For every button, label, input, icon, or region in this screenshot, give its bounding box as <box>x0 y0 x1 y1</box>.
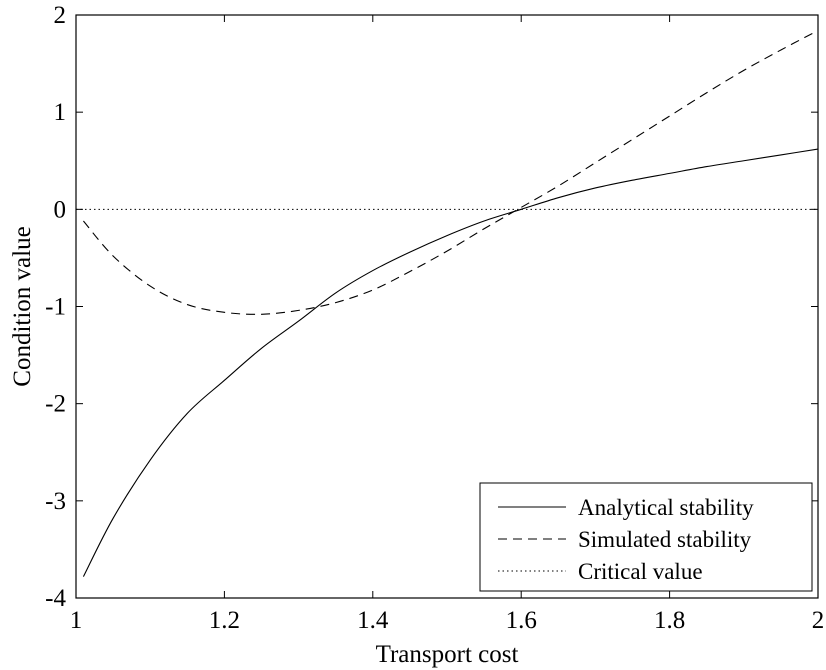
legend-label: Critical value <box>578 559 703 584</box>
y-tick-label: -4 <box>45 585 66 612</box>
x-tick-label: 1.8 <box>654 607 685 634</box>
y-tick-label: 2 <box>54 2 67 29</box>
y-tick-label: -3 <box>45 488 66 515</box>
y-axis-label: Condition value <box>9 226 36 386</box>
y-tick-label: -2 <box>45 391 66 418</box>
y-tick-label: 0 <box>54 196 67 223</box>
x-tick-label: 1.4 <box>357 607 389 634</box>
legend-label: Analytical stability <box>578 495 754 520</box>
x-tick-label: 1.6 <box>506 607 537 634</box>
y-tick-label: -1 <box>45 294 66 321</box>
legend-label: Simulated stability <box>578 527 752 552</box>
x-tick-label: 2 <box>812 607 825 634</box>
x-axis-label: Transport cost <box>376 641 519 668</box>
legend: Analytical stability Simulated stability C… <box>480 483 812 591</box>
x-tick-label: 1.2 <box>209 607 240 634</box>
y-tick-label: 1 <box>54 99 67 126</box>
x-tick-label: 1 <box>70 607 83 634</box>
series-line-simulated-stability <box>83 31 818 315</box>
